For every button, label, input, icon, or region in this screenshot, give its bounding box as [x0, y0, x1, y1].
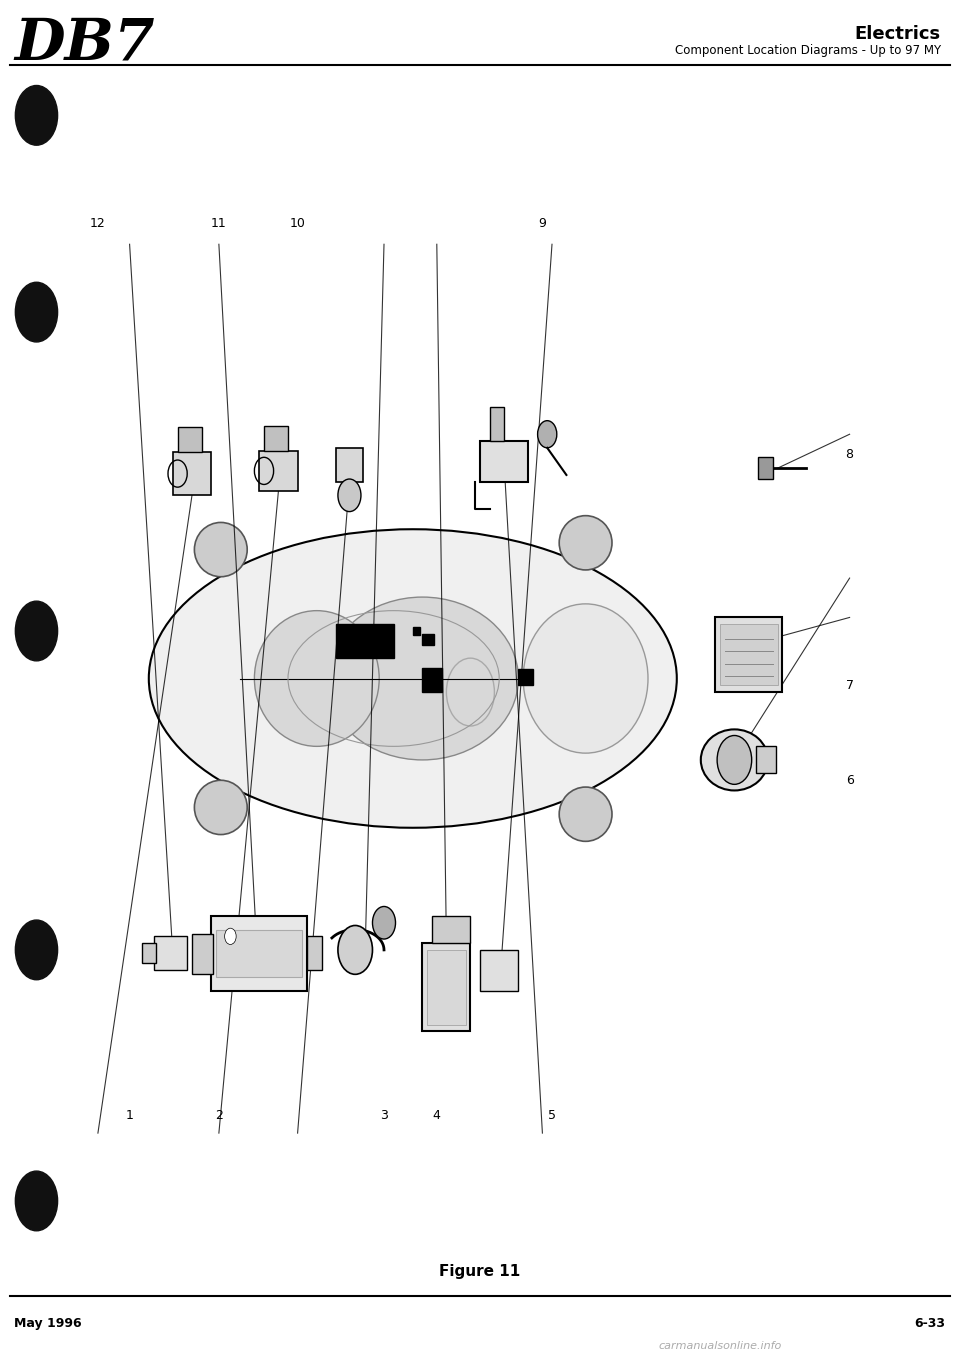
Text: 5: 5: [548, 1109, 556, 1122]
Text: 6: 6: [846, 773, 853, 787]
Ellipse shape: [326, 597, 518, 760]
Text: DB7: DB7: [14, 15, 155, 72]
Text: Electrics: Electrics: [854, 24, 941, 43]
Text: 10: 10: [290, 217, 305, 231]
Ellipse shape: [701, 730, 768, 790]
Text: 6-33: 6-33: [915, 1316, 946, 1330]
Text: May 1996: May 1996: [14, 1316, 82, 1330]
Bar: [216, 930, 302, 977]
Circle shape: [338, 925, 372, 974]
Bar: [307, 936, 322, 970]
Ellipse shape: [194, 780, 248, 835]
Bar: [427, 950, 466, 1025]
Bar: [413, 627, 420, 635]
Circle shape: [717, 735, 752, 784]
Text: 11: 11: [211, 217, 227, 231]
Circle shape: [15, 920, 58, 980]
Text: 12: 12: [90, 217, 106, 231]
Ellipse shape: [149, 529, 677, 828]
Circle shape: [15, 601, 58, 661]
Bar: [211, 916, 307, 991]
Circle shape: [538, 421, 557, 448]
Text: Component Location Diagrams - Up to 97 MY: Component Location Diagrams - Up to 97 M…: [675, 43, 941, 57]
Ellipse shape: [559, 516, 612, 570]
Bar: [720, 624, 778, 685]
Bar: [422, 634, 434, 645]
Circle shape: [338, 479, 361, 512]
Ellipse shape: [194, 522, 248, 577]
Bar: [480, 441, 528, 482]
Bar: [192, 934, 213, 974]
Text: 3: 3: [380, 1109, 388, 1122]
Text: Figure 11: Figure 11: [440, 1263, 520, 1280]
Text: 4: 4: [433, 1109, 441, 1122]
Bar: [336, 624, 394, 658]
Bar: [178, 427, 202, 452]
Text: 9: 9: [539, 217, 546, 231]
Circle shape: [15, 85, 58, 145]
Bar: [715, 617, 782, 692]
Text: 8: 8: [846, 448, 853, 461]
Circle shape: [15, 282, 58, 342]
Bar: [173, 452, 211, 495]
Bar: [756, 746, 776, 773]
Ellipse shape: [523, 604, 648, 753]
Bar: [480, 950, 518, 991]
Ellipse shape: [559, 787, 612, 841]
Text: 1: 1: [126, 1109, 133, 1122]
Circle shape: [372, 906, 396, 939]
Ellipse shape: [254, 611, 379, 746]
Circle shape: [15, 1171, 58, 1231]
Bar: [758, 457, 773, 479]
Bar: [154, 936, 187, 970]
Bar: [432, 916, 470, 943]
Bar: [142, 943, 156, 963]
Bar: [422, 668, 442, 692]
Bar: [490, 407, 504, 441]
Text: 7: 7: [846, 678, 853, 692]
Bar: [259, 451, 298, 491]
Bar: [422, 943, 470, 1031]
Circle shape: [225, 928, 236, 944]
Bar: [336, 448, 363, 482]
Text: 2: 2: [215, 1109, 223, 1122]
Text: carmanualsonline.info: carmanualsonline.info: [659, 1341, 781, 1352]
Bar: [518, 669, 533, 685]
Bar: [264, 426, 288, 451]
